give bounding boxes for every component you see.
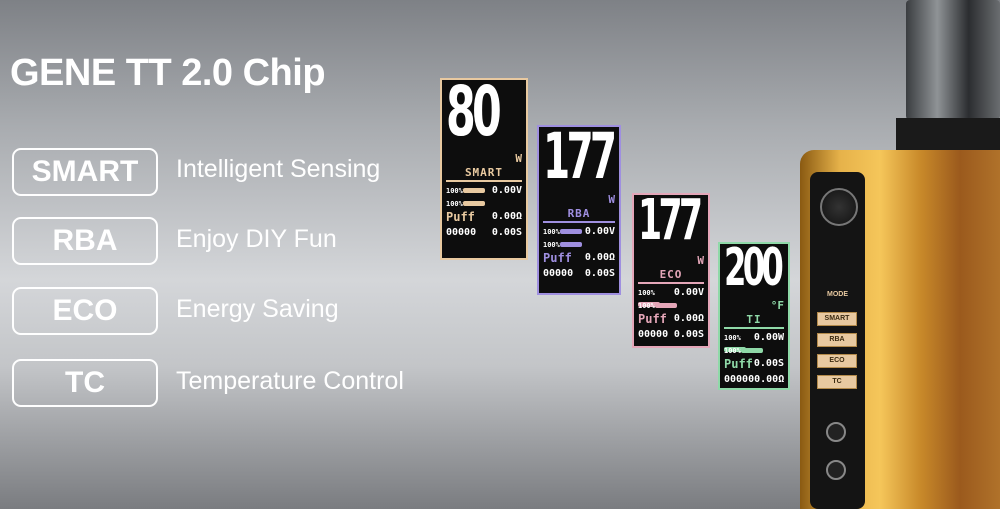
output-value: 177 (638, 193, 703, 253)
output-value: 200 (724, 242, 784, 298)
mode-label: TI (746, 313, 762, 326)
battery-1: 100% (724, 334, 741, 342)
device-button-smart[interactable]: SMART (817, 312, 857, 326)
up-button[interactable] (826, 422, 846, 442)
reading-1: 0.00V (673, 287, 704, 298)
battery-bar-icon (559, 228, 582, 234)
battery-bar-icon (654, 302, 677, 308)
puff-label: Puff (543, 251, 572, 265)
reading-3: 0.00S (584, 268, 615, 279)
puff-label: Puff (638, 312, 667, 326)
puff-count: 00000 (724, 374, 755, 385)
screen-ti: 200 °F TI 100% 0.00W 100% Puff 0.00S 00000… (718, 242, 790, 390)
mode-label: RBA (567, 207, 591, 220)
mode-badge-tc: TC (12, 359, 158, 407)
reading-1: 0.00V (584, 226, 615, 237)
battery-bar-icon (462, 187, 485, 193)
reading-3: 0.00S (491, 227, 522, 238)
mode-label: MODE (827, 291, 848, 298)
puff-label: Puff (446, 210, 475, 224)
screen-eco: 177 W ECO 100% 0.00V 100% Puff 0.00Ω 00000… (632, 193, 710, 348)
tank-glass (906, 0, 1000, 120)
output-value: 80 (446, 78, 502, 152)
battery-2: 100% (543, 241, 560, 249)
battery-bar-icon (724, 346, 746, 352)
battery-1: 100% (638, 289, 655, 297)
output-unit: °F (770, 299, 784, 312)
output-unit: W (515, 152, 522, 165)
mode-label: ECO (659, 268, 683, 281)
mode-desc-smart: Intelligent Sensing (176, 155, 381, 183)
mode-desc-eco: Energy Saving (176, 295, 339, 323)
mode-badge-rba: RBA (12, 217, 158, 265)
fire-button[interactable] (820, 188, 858, 226)
puff-count: 00000 (446, 227, 477, 238)
mode-badge-smart: SMART (12, 148, 158, 196)
divider (543, 221, 615, 223)
puff-count: 00000 (638, 329, 669, 340)
divider (724, 327, 784, 329)
page-title: GENE TT 2.0 Chip (10, 52, 326, 94)
reading-2: 0.00S (753, 358, 784, 369)
mode-label: SMART (464, 166, 504, 179)
reading-3: 0.00Ω (754, 374, 785, 385)
reading-1: 0.00V (491, 185, 522, 196)
reading-2: 0.00Ω (491, 211, 522, 222)
divider (638, 282, 704, 284)
battery-2: 100% (724, 347, 741, 355)
reading-1: 0.00W (753, 332, 784, 343)
puff-label: Puff (724, 357, 753, 371)
reading-2: 0.00Ω (584, 252, 615, 263)
battery-1: 100% (446, 187, 463, 195)
output-unit: W (608, 193, 615, 206)
divider (446, 180, 522, 182)
output-unit: W (697, 254, 704, 267)
battery-bar-icon (462, 200, 485, 206)
mode-desc-tc: Temperature Control (176, 367, 404, 395)
battery-2: 100% (638, 302, 655, 310)
output-value: 177 (543, 125, 617, 193)
reading-2: 0.00Ω (673, 313, 704, 324)
mode-desc-rba: Enjoy DIY Fun (176, 225, 337, 253)
screen-smart: 80 W SMART 100% 0.00V 100% Puff 0.00Ω 0000… (440, 78, 528, 260)
reading-3: 0.00S (673, 329, 704, 340)
battery-1: 100% (543, 228, 560, 236)
battery-bar-icon (740, 347, 763, 353)
device-button-rba[interactable]: RBA (817, 333, 857, 347)
puff-count: 00000 (543, 268, 574, 279)
device-button-tc[interactable]: TC (817, 375, 857, 389)
down-button[interactable] (826, 460, 846, 480)
battery-bar-icon (559, 241, 582, 247)
control-panel: MODE SMART RBA ECO TC (810, 172, 865, 509)
tank-base (896, 118, 1000, 152)
device-button-eco[interactable]: ECO (817, 354, 857, 368)
vape-device: MODE SMART RBA ECO TC (800, 0, 1000, 509)
mode-badge-eco: ECO (12, 287, 158, 335)
screen-rba: 177 W RBA 100% 0.00V 100% Puff 0.00Ω 00000… (537, 125, 621, 295)
battery-bar-icon (638, 301, 660, 307)
battery-2: 100% (446, 200, 463, 208)
